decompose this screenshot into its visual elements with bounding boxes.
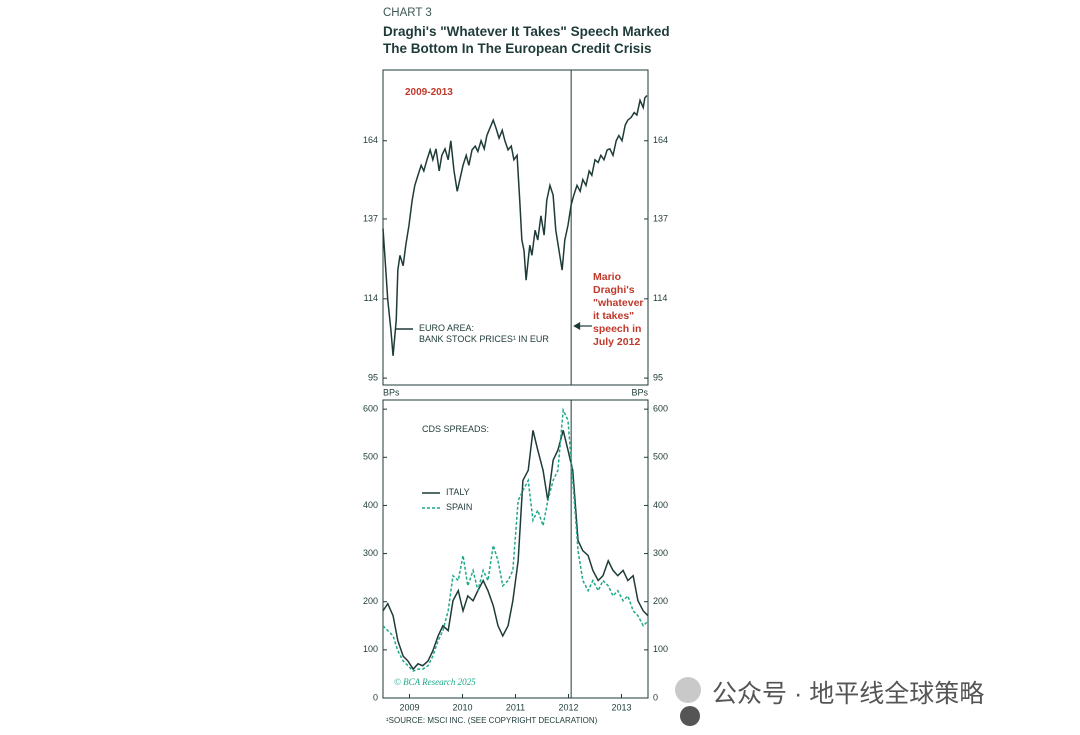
y-tick-label: 0	[373, 692, 378, 702]
source: ¹SOURCE: MSCI INC. (SEE COPYRIGHT DECLAR…	[386, 716, 598, 725]
plot-frame	[382, 69, 649, 386]
y2-tick-label: 400	[653, 500, 668, 510]
y2-tick-label: 164	[653, 135, 668, 145]
event-arrowhead	[573, 322, 581, 330]
y-tick-label: 200	[363, 596, 378, 606]
series-line	[382, 95, 648, 356]
x-tick-label: 2011	[506, 702, 525, 712]
legend-label: SPAIN	[446, 502, 473, 512]
x-tick-label: 2012	[558, 702, 578, 712]
x-tick-label: 2010	[452, 702, 472, 712]
y2-tick-label: 137	[653, 213, 668, 223]
y2-tick-label: 114	[653, 293, 667, 303]
credit: © BCA Research 2025	[394, 677, 476, 687]
y-tick-label: 400	[363, 500, 378, 510]
y2-tick-label: 500	[653, 452, 668, 462]
chart-title: Draghi's "Whatever It Takes" Speech Mark…	[383, 24, 670, 56]
y-tick-label: 500	[363, 452, 378, 462]
watermark-icon	[675, 677, 701, 703]
legend-label: EURO AREA: BANK STOCK PRICES¹ IN EUR	[419, 323, 549, 344]
y-tick-label: 100	[363, 644, 378, 654]
y2-tick-label: 95	[653, 372, 663, 382]
y-tick-label: 137	[363, 213, 378, 223]
y-tick-label: 600	[363, 404, 378, 414]
y2-tick-label: 100	[653, 644, 668, 654]
panel-subtitle: CDS SPREADS:	[422, 424, 490, 434]
y-tick-label: 164	[363, 135, 378, 145]
y2-tick-label: 0	[653, 692, 658, 702]
y-axis-label: BPs	[383, 387, 400, 397]
y-tick-label: 95	[368, 372, 378, 382]
chart-label: CHART 3	[383, 7, 432, 19]
event-annotation: Mario Draghi's "whatever it takes" speec…	[593, 271, 644, 348]
x-tick-label: 2013	[611, 702, 631, 712]
legend-label: ITALY	[446, 487, 470, 497]
watermark: 公众号 · 地平线全球策略	[712, 680, 985, 708]
y2-tick-label: 200	[653, 596, 668, 606]
y-tick-label: 300	[363, 548, 378, 558]
lens-icon	[680, 706, 700, 726]
series-line	[382, 430, 649, 671]
plot-frame	[382, 399, 649, 699]
y2-tick-label: 600	[653, 404, 668, 414]
y-tick-label: 114	[364, 293, 378, 303]
y2-axis-label: BPs	[631, 387, 648, 397]
y2-tick-label: 300	[653, 548, 668, 558]
series-line	[382, 407, 649, 672]
x-tick-label: 2009	[399, 702, 419, 712]
period-label: 2009-2013	[405, 87, 453, 98]
